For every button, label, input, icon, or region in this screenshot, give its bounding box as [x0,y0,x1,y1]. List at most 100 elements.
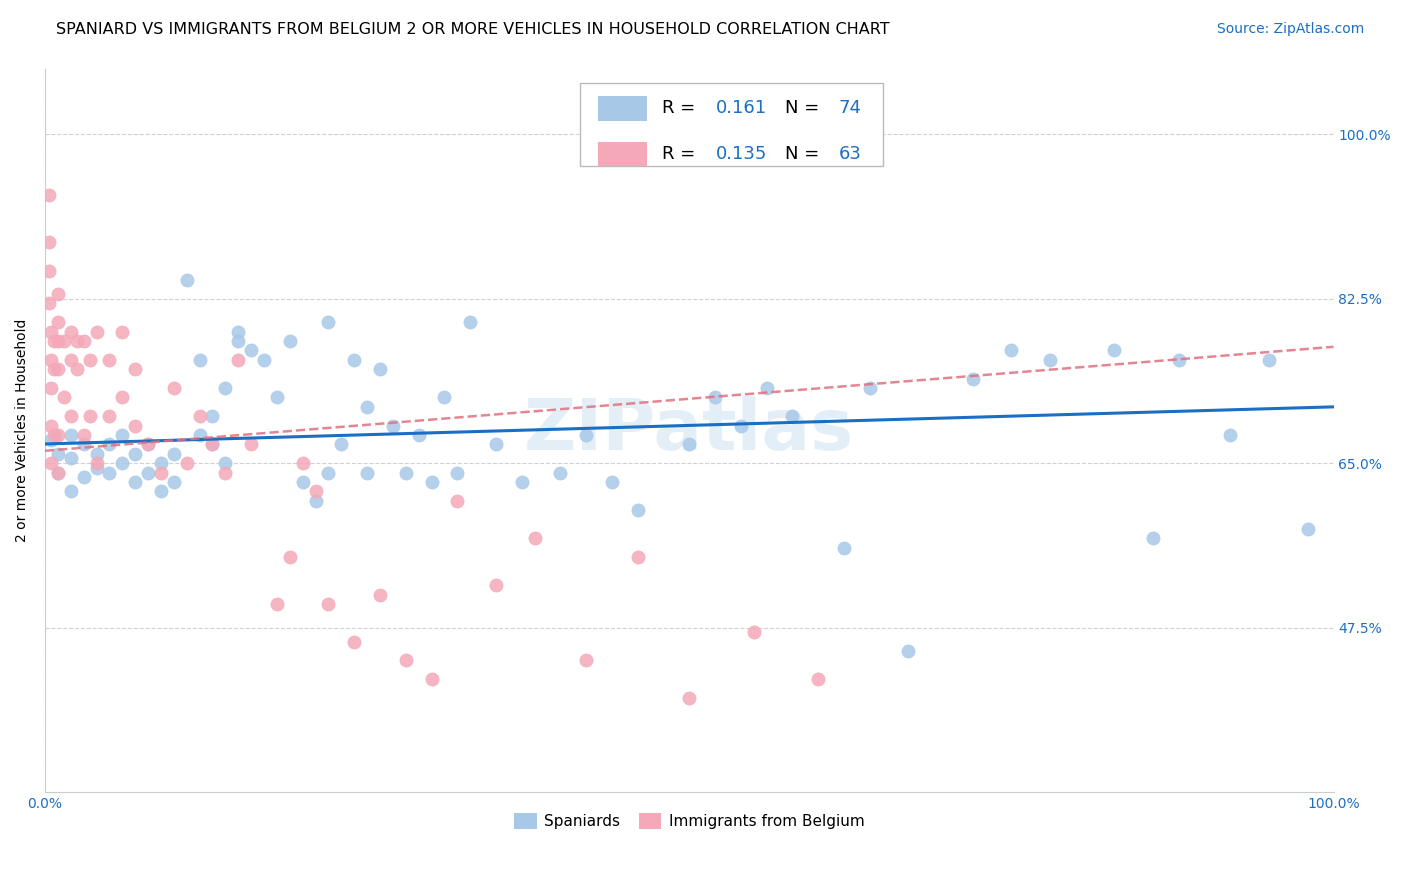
Point [41,418,63,433]
Point [86,460,108,475]
Point [420,475,443,489]
Point [730,418,752,433]
Point [214,381,236,395]
Point [523,531,546,545]
Point [176,456,198,470]
Point [124,475,146,489]
Text: 63: 63 [839,145,862,163]
Point [368,588,391,602]
Point [53,334,76,348]
Point [575,428,598,442]
Point [124,362,146,376]
Point [66,362,89,376]
Point [42,362,65,376]
Point [343,352,366,367]
Point [53,390,76,404]
Point [240,343,263,358]
Point [86,325,108,339]
Text: N =: N = [785,145,824,163]
Point [72,437,94,451]
Point [678,691,700,706]
Point [1258,352,1281,367]
Point [550,466,572,480]
Point [600,475,623,489]
Point [38,235,60,250]
Point [214,466,236,480]
Point [72,428,94,442]
FancyBboxPatch shape [598,142,647,166]
Point [111,325,134,339]
Text: SPANIARD VS IMMIGRANTS FROM BELGIUM 2 OR MORE VEHICLES IN HOUSEHOLD CORRELATION : SPANIARD VS IMMIGRANTS FROM BELGIUM 2 OR… [56,22,890,37]
Point [46,315,69,329]
Point [41,456,63,470]
Text: ZIPatlas: ZIPatlas [524,396,855,465]
Point [136,466,159,480]
Point [395,466,418,480]
Point [176,273,198,287]
Point [1000,343,1022,358]
Point [356,466,378,480]
Point [59,428,82,442]
Point [253,352,276,367]
Point [46,466,69,480]
Point [163,475,186,489]
Point [1039,352,1062,367]
Y-axis label: 2 or more Vehicles in Household: 2 or more Vehicles in Household [15,318,30,542]
Point [1142,531,1164,545]
Point [188,352,211,367]
Legend: Spaniards, Immigrants from Belgium: Spaniards, Immigrants from Belgium [508,806,870,835]
Point [41,433,63,447]
Point [72,334,94,348]
Point [704,390,727,404]
Text: Source: ZipAtlas.com: Source: ZipAtlas.com [1216,22,1364,37]
Point [742,625,765,640]
Point [188,428,211,442]
Point [111,390,134,404]
Point [278,550,301,565]
Point [136,437,159,451]
Point [201,409,224,424]
Point [343,634,366,648]
Point [149,456,172,470]
Point [897,644,920,658]
Point [59,325,82,339]
Point [278,334,301,348]
Point [395,653,418,667]
Point [163,447,186,461]
Point [201,437,224,451]
Point [266,597,288,611]
Point [291,475,314,489]
Point [111,456,134,470]
Point [485,437,508,451]
Point [136,437,159,451]
Point [41,325,63,339]
Point [46,447,69,461]
Point [46,362,69,376]
Point [46,287,69,301]
Point [304,484,326,499]
Point [575,653,598,667]
Point [79,352,101,367]
Point [240,437,263,451]
Point [41,381,63,395]
Point [226,352,249,367]
Point [446,493,468,508]
Point [627,503,650,517]
Point [962,371,984,385]
Point [485,578,508,592]
Text: 0.161: 0.161 [716,99,768,118]
Point [420,672,443,686]
Point [59,484,82,499]
Text: 0.135: 0.135 [716,145,768,163]
Point [42,428,65,442]
Point [98,437,121,451]
FancyBboxPatch shape [579,83,883,166]
Text: R =: R = [662,145,702,163]
Point [381,418,404,433]
Point [678,437,700,451]
Point [98,466,121,480]
Point [42,334,65,348]
Point [318,466,340,480]
Point [72,470,94,484]
Point [66,334,89,348]
